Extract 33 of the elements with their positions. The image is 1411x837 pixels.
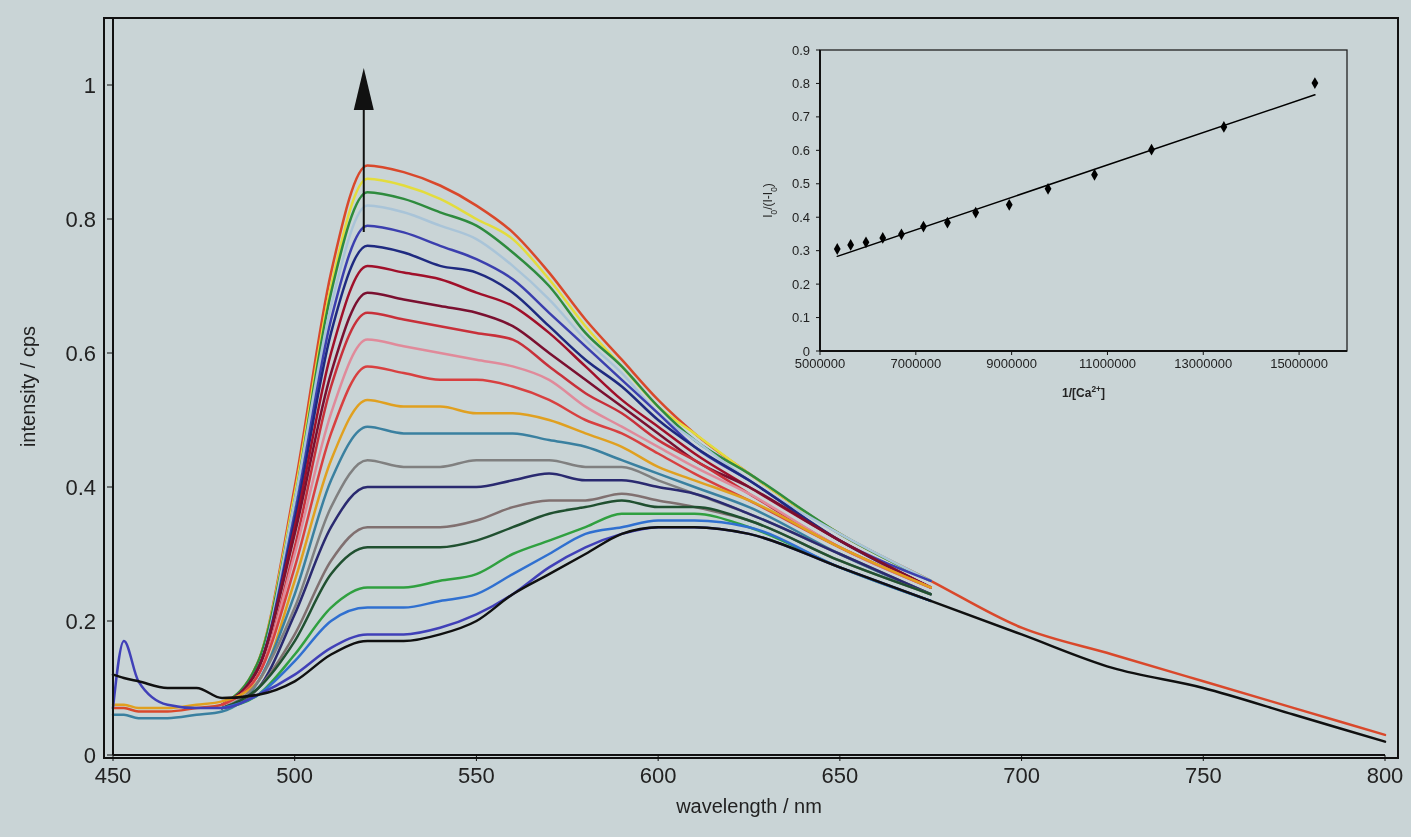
y-tick-label: 0.5 bbox=[791, 176, 810, 192]
x-tick-label: 750 bbox=[1184, 763, 1222, 788]
y-tick-label: 0.7 bbox=[791, 109, 810, 125]
y-tick-label: 0.8 bbox=[791, 75, 810, 91]
x-tick-label: 650 bbox=[821, 763, 859, 788]
y-tick-label: 0.4 bbox=[791, 209, 810, 225]
y-tick-label: 0.2 bbox=[791, 276, 810, 292]
x-tick-label: 700 bbox=[1003, 763, 1040, 788]
y-tick-label: 0 bbox=[802, 343, 810, 359]
x-axis-title: wavelength / nm bbox=[675, 795, 822, 817]
y-tick-label: 0.2 bbox=[65, 608, 96, 634]
y-axis-title: intensity / cps bbox=[17, 325, 39, 448]
y-tick-label: 0.4 bbox=[65, 474, 96, 500]
y-tick-label: 0.9 bbox=[791, 42, 810, 58]
y-tick-label: 0.3 bbox=[791, 243, 810, 259]
x-tick-label: 550 bbox=[458, 763, 495, 788]
x-axis-title: 1/[Ca$^{2+}$] bbox=[1062, 384, 1105, 400]
y-tick-label: 0.6 bbox=[65, 340, 96, 366]
y-tick-label: 1 bbox=[83, 72, 96, 98]
x-tick-label: 500 bbox=[276, 763, 314, 788]
x-tick-label: 600 bbox=[639, 763, 677, 788]
y-tick-label: 0.6 bbox=[791, 142, 810, 158]
x-tick-label: 15000000 bbox=[1270, 356, 1329, 371]
x-tick-label: 5000000 bbox=[794, 356, 846, 371]
x-tick-label: 11000000 bbox=[1079, 356, 1136, 371]
x-tick-label: 13000000 bbox=[1174, 356, 1233, 371]
x-tick-label: 7000000 bbox=[890, 356, 942, 371]
x-tick-label: 800 bbox=[1366, 763, 1404, 788]
y-tick-label: 0 bbox=[83, 742, 96, 768]
x-tick-label: 9000000 bbox=[986, 356, 1037, 371]
y-tick-label: 0.1 bbox=[791, 310, 810, 326]
y-tick-label: 0.8 bbox=[65, 206, 96, 232]
x-tick-label: 450 bbox=[94, 763, 132, 788]
